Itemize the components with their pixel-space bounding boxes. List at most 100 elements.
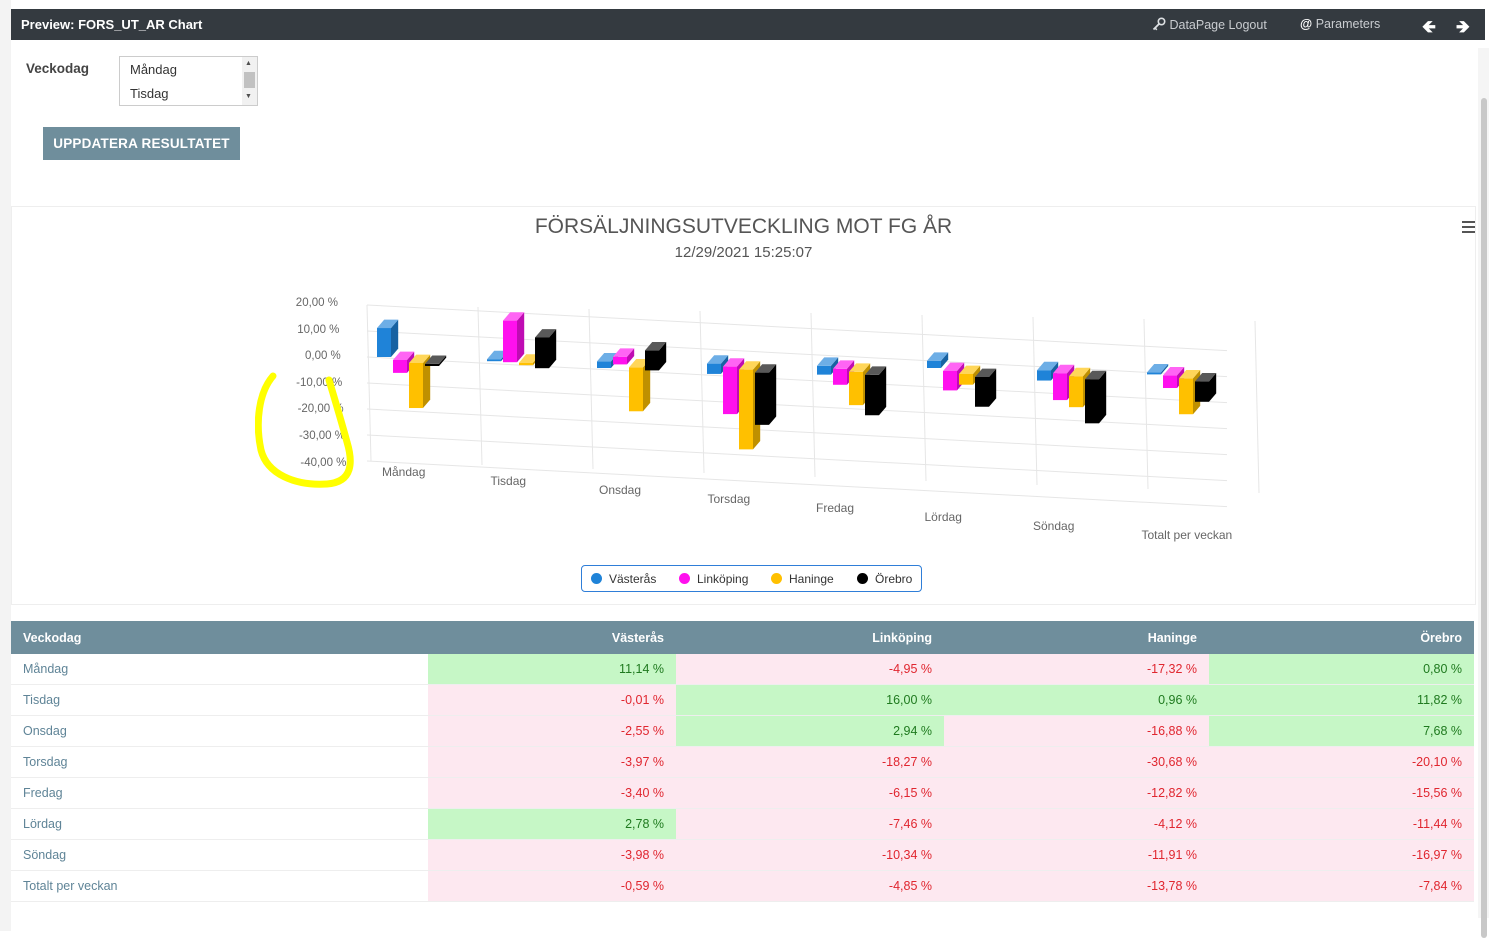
bar-side: [627, 348, 635, 365]
bar: [707, 363, 721, 374]
value-cell: -7,46 %: [676, 808, 944, 840]
logout-link[interactable]: DataPage Logout: [1152, 17, 1267, 32]
bar-top: [865, 366, 887, 375]
legend-item-linkoping[interactable]: Linköping: [679, 572, 748, 586]
value-cell: -4,12 %: [944, 808, 1209, 840]
value-cell: 11,14 %: [428, 654, 676, 685]
bar-side: [517, 312, 525, 363]
bar-top: [1147, 364, 1169, 373]
scroll-down-icon[interactable]: ▼: [245, 93, 252, 100]
bar-top: [943, 362, 965, 371]
value-cell: -17,32 %: [944, 654, 1209, 685]
gridline: [366, 434, 1228, 482]
chart-legend: Västerås Linköping Haninge Örebro: [581, 565, 922, 592]
bar-side: [643, 359, 651, 412]
value-cell: -30,68 %: [944, 746, 1209, 778]
bar-top: [1163, 367, 1185, 376]
bar: [817, 365, 831, 375]
bar: [975, 377, 989, 407]
legend-item-vasteras[interactable]: Västerås: [591, 572, 656, 586]
bar-top: [959, 365, 981, 374]
legend-item-orebro[interactable]: Örebro: [857, 572, 912, 586]
column-header[interactable]: Linköping: [676, 621, 944, 654]
bar: [613, 356, 627, 365]
x-tick-label: Fredag: [816, 501, 855, 515]
row-label: Lördag: [11, 808, 428, 840]
forward-arrow-icon[interactable]: 🡺: [1456, 17, 1470, 36]
bar: [597, 361, 611, 369]
value-cell: -11,91 %: [944, 839, 1209, 871]
bar-top: [613, 348, 635, 357]
bar: [425, 363, 439, 366]
bar: [519, 362, 533, 366]
bar: [833, 368, 847, 385]
column-header[interactable]: Veckodag: [11, 621, 428, 654]
chart-menu-icon[interactable]: [1462, 221, 1475, 233]
parameters-link[interactable]: @ Parameters: [1300, 17, 1380, 31]
y-tick-label: 20,00 %: [295, 297, 338, 309]
legend-label: Haninge: [789, 572, 834, 586]
listbox-scrollbar[interactable]: ▲ ▼: [242, 57, 257, 105]
bar: [959, 374, 973, 385]
chart-title: FÖRSÄLJNINGSUTVECKLING MOT FG ÅR: [534, 215, 953, 238]
bar-side: [391, 319, 399, 357]
yellow-highlight-marker: [255, 372, 354, 488]
page-scrollbar[interactable]: [1478, 48, 1489, 938]
column-header[interactable]: Västerås: [428, 621, 676, 654]
page-scrollbar-thumb[interactable]: [1481, 98, 1487, 938]
value-cell: 2,78 %: [428, 808, 676, 840]
bar-side: [769, 364, 777, 425]
value-cell: 0,96 %: [944, 684, 1209, 716]
row-label: Fredag: [11, 777, 428, 809]
chart-subtitle: 12/29/2021 15:25:07: [674, 244, 813, 261]
update-results-button[interactable]: UPPDATERA RESULTATET: [43, 127, 240, 160]
bar-top: [1179, 370, 1201, 379]
row-label: Totalt per veckan: [11, 870, 428, 902]
gridline: [1254, 320, 1260, 494]
value-cell: -15,56 %: [1209, 777, 1474, 809]
back-arrow-icon[interactable]: 🡸: [1422, 17, 1436, 36]
bar-top: [409, 354, 431, 363]
results-table: Veckodag Västerås Linköping Haninge Öreb…: [11, 621, 1474, 902]
logout-label: DataPage Logout: [1169, 18, 1267, 32]
legend-dot: [771, 573, 782, 584]
value-cell: 16,00 %: [676, 684, 944, 716]
parameters-label: Parameters: [1315, 17, 1381, 31]
bar-top: [1069, 367, 1091, 377]
bar-side: [721, 355, 729, 374]
bar-side: [989, 368, 997, 407]
table-row: Totalt per veckan -0,59 % -4,85 % -13,78 % -…: [11, 870, 1474, 902]
legend-item-haninge[interactable]: Haninge: [771, 572, 834, 586]
x-tick-label: Torsdag: [707, 492, 751, 506]
bar-top: [927, 352, 949, 361]
bar-side: [1051, 361, 1059, 381]
scrollbar-thumb[interactable]: [244, 72, 255, 88]
bar-top: [535, 329, 557, 338]
bar-top: [629, 359, 651, 368]
bar-top: [377, 319, 399, 329]
bar-side: [1161, 364, 1169, 375]
listbox-option[interactable]: Måndag: [130, 62, 177, 77]
bar: [1147, 372, 1161, 375]
y-tick-label: -20,00 %: [297, 403, 344, 416]
y-tick-label: -30,00 %: [298, 430, 345, 442]
bar: [503, 320, 517, 363]
value-cell: -13,78 %: [944, 870, 1209, 902]
column-header[interactable]: Haninge: [944, 621, 1209, 654]
table-row: Tisdag -0,01 % 16,00 % 0,96 % 11,82 %: [11, 684, 1474, 716]
veckodag-label: Veckodag: [26, 61, 90, 76]
top-bar: Preview: FORS_UT_AR Chart DataPage Logou…: [11, 9, 1485, 40]
listbox-option[interactable]: Tisdag: [130, 86, 169, 101]
bar: [1085, 379, 1099, 424]
veckodag-listbox[interactable]: Måndag Tisdag ▲ ▼: [119, 56, 258, 106]
value-cell: -3,97 %: [428, 746, 676, 778]
scroll-up-icon[interactable]: ▲: [245, 60, 252, 67]
gridline: [588, 308, 594, 470]
value-cell: -3,98 %: [428, 839, 676, 871]
column-header[interactable]: Örebro: [1209, 621, 1474, 654]
bar-top: [833, 360, 855, 369]
gridline: [366, 304, 372, 462]
x-tick-label: Onsdag: [599, 483, 642, 497]
bar-top: [739, 361, 761, 370]
bar: [849, 371, 863, 406]
